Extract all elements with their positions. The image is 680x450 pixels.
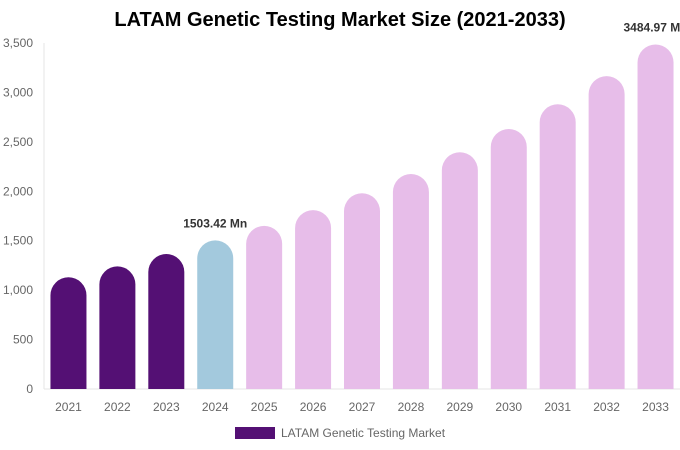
y-tick-label: 500 [13, 333, 33, 347]
bar-2031 [539, 104, 576, 389]
x-tick-label: 2033 [642, 400, 669, 414]
y-tick-label: 0 [26, 382, 33, 396]
y-tick-label: 2,000 [3, 184, 33, 198]
x-tick-label: 2027 [349, 400, 376, 414]
y-tick-label: 3,000 [3, 85, 33, 99]
y-tick-label: 3,500 [3, 36, 33, 50]
legend-swatch [235, 427, 275, 439]
x-tick-label: 2023 [153, 400, 180, 414]
y-tick-label: 1,000 [3, 283, 33, 297]
bar-2030 [490, 129, 527, 389]
data-label: 1503.42 Mn [183, 216, 247, 230]
bar-2029 [441, 152, 478, 389]
bar-2025 [246, 225, 283, 389]
x-tick-label: 2031 [544, 400, 571, 414]
x-tick-label: 2032 [593, 400, 620, 414]
x-tick-label: 2024 [202, 400, 229, 414]
legend: LATAM Genetic Testing Market [235, 426, 445, 440]
bar-2032 [588, 76, 625, 390]
bar-2024 [197, 240, 234, 389]
x-tick-label: 2028 [398, 400, 425, 414]
data-label: 3484.97 Mn [624, 20, 680, 34]
y-tick-label: 2,500 [3, 135, 33, 149]
bar-2021 [50, 277, 87, 389]
y-tick-label: 1,500 [3, 234, 33, 248]
x-tick-label: 2026 [300, 400, 327, 414]
x-tick-label: 2021 [55, 400, 82, 414]
x-tick-label: 2025 [251, 400, 278, 414]
bar-2027 [344, 193, 380, 389]
bar-2022 [99, 266, 136, 389]
x-tick-label: 2030 [495, 400, 522, 414]
bar-2028 [392, 173, 429, 389]
bar-2023 [148, 254, 185, 389]
chart-title: LATAM Genetic Testing Market Size (2021-… [114, 9, 566, 31]
legend-label: LATAM Genetic Testing Market [281, 426, 446, 440]
bar-2033 [637, 44, 674, 389]
bar-2026 [295, 210, 332, 389]
x-tick-label: 2022 [104, 400, 131, 414]
x-tick-label: 2029 [446, 400, 473, 414]
